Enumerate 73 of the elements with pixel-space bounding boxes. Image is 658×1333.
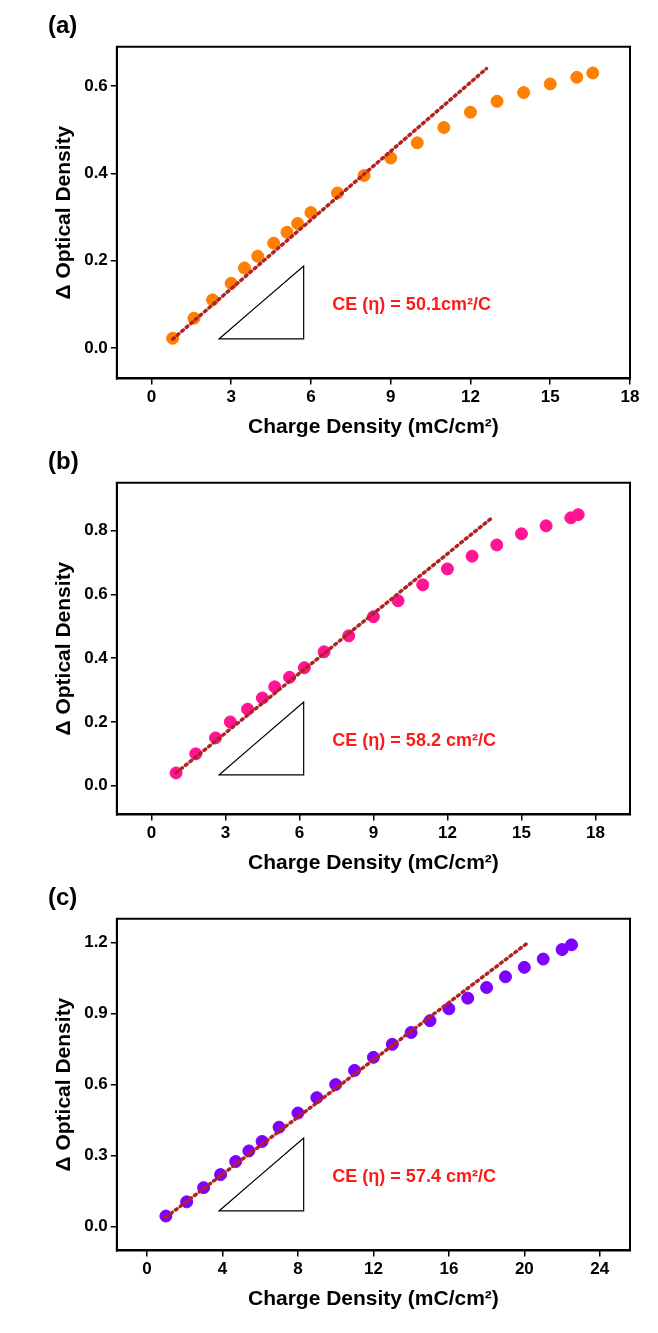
- point: [480, 980, 494, 994]
- y-axis-title: Δ Optical Density: [51, 561, 75, 736]
- y-tick-label: 0.2: [84, 711, 108, 731]
- x-tick-label: 18: [586, 823, 605, 843]
- y-tick-label: 0.8: [84, 520, 108, 540]
- x-tick-label: 12: [461, 387, 480, 407]
- point: [536, 952, 550, 966]
- point: [267, 236, 281, 250]
- annotation: CE (η) = 58.2 cm²/C: [332, 730, 496, 751]
- x-tick-label: 9: [368, 823, 379, 843]
- point: [543, 77, 557, 91]
- point: [461, 991, 475, 1005]
- y-tick-label: 0.4: [84, 647, 109, 667]
- x-tick-label: 6: [306, 387, 316, 407]
- x-tick-label: 24: [590, 1259, 610, 1279]
- point: [280, 225, 294, 239]
- y-tick-label: 0.6: [84, 75, 108, 95]
- x-tick-label: 16: [439, 1259, 459, 1279]
- y-tick-label: 0.3: [84, 1145, 108, 1165]
- y-tick-label: 0.2: [84, 250, 108, 270]
- point: [437, 121, 451, 135]
- x-axis-title: Charge Density (mC/cm²): [247, 414, 499, 438]
- point: [517, 960, 531, 974]
- chart-title: (b): [48, 447, 79, 475]
- point: [490, 538, 504, 552]
- point: [463, 105, 477, 119]
- point: [410, 136, 424, 150]
- point: [514, 527, 528, 541]
- point: [539, 519, 553, 533]
- x-tick-label: 20: [514, 1259, 534, 1279]
- point: [498, 970, 512, 984]
- point: [490, 94, 504, 108]
- y-tick-label: 0.0: [84, 775, 108, 795]
- x-tick-label: 3: [226, 387, 236, 407]
- x-tick-label: 0: [146, 387, 157, 407]
- point: [517, 86, 531, 100]
- y-tick-label: 0.6: [84, 1074, 108, 1094]
- y-axis-title: Δ Optical Density: [51, 997, 75, 1172]
- annotation: CE (η) = 50.1cm²/C: [332, 294, 491, 315]
- x-tick-label: 12: [437, 823, 457, 843]
- y-tick-label: 0.6: [84, 584, 108, 604]
- chart-title: (a): [48, 11, 78, 39]
- point: [570, 70, 584, 84]
- chart-title: (c): [48, 883, 78, 911]
- point: [555, 943, 569, 957]
- point: [565, 938, 579, 952]
- x-tick-label: 4: [217, 1259, 228, 1279]
- y-tick-label: 1.2: [84, 932, 108, 952]
- x-tick-label: 9: [385, 387, 396, 407]
- point: [416, 578, 430, 592]
- x-tick-label: 12: [363, 1259, 383, 1279]
- y-axis-title: Δ Optical Density: [51, 125, 75, 300]
- y-tick-label: 0.4: [84, 163, 109, 183]
- x-tick-label: 18: [620, 387, 640, 407]
- x-tick-label: 15: [511, 823, 531, 843]
- x-tick-label: 3: [220, 823, 231, 843]
- point: [586, 66, 600, 80]
- point: [440, 562, 454, 576]
- x-tick-label: 0: [142, 1259, 152, 1279]
- point: [465, 549, 479, 563]
- point: [571, 508, 585, 522]
- annotation: CE (η) = 57.4 cm²/C: [332, 1166, 496, 1187]
- y-tick-label: 0.0: [84, 337, 108, 357]
- x-axis-title: Charge Density (mC/cm²): [247, 1286, 499, 1310]
- y-tick-label: 0.9: [84, 1003, 108, 1023]
- x-tick-label: 15: [540, 387, 560, 407]
- x-tick-label: 6: [294, 823, 305, 843]
- point: [237, 261, 251, 275]
- point: [251, 249, 265, 263]
- y-tick-label: 0.0: [84, 1216, 108, 1236]
- x-axis-title: Charge Density (mC/cm²): [247, 850, 499, 874]
- x-tick-label: 0: [146, 823, 157, 843]
- x-tick-label: 8: [293, 1259, 303, 1279]
